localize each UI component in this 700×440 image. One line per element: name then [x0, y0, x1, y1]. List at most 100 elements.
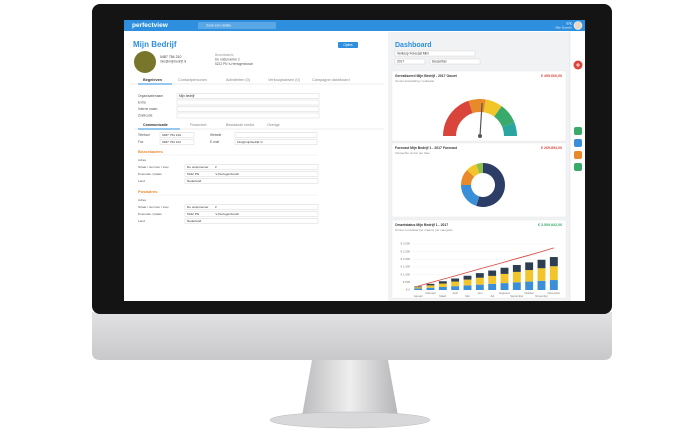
- field-value: 5222 PN: [187, 172, 199, 176]
- bar-segment: [549, 257, 558, 267]
- field-label: Straat / nummer / toev.: [138, 165, 169, 169]
- tab[interactable]: Campagne dashboard: [312, 78, 350, 82]
- dropdown[interactable]: [429, 58, 481, 65]
- bar-segment: [438, 283, 447, 287]
- field-value: De ondernemer: [187, 205, 209, 209]
- field-label: Organisatienaam: [138, 94, 163, 98]
- field-value: Nederland: [187, 179, 202, 183]
- input-field[interactable]: [184, 178, 319, 184]
- field-value: 0487 754 212: [162, 140, 181, 144]
- widget-amount: € 269.894,00: [541, 146, 562, 150]
- gauge-band: [483, 99, 502, 117]
- dropdown-label: 2017: [397, 59, 404, 63]
- input-field[interactable]: [176, 106, 320, 112]
- side-icon[interactable]: [574, 139, 582, 147]
- field-label: Telefoon: [138, 133, 150, 137]
- bar-segment: [451, 286, 460, 290]
- search-box[interactable]: [198, 22, 276, 29]
- bar-segment: [500, 273, 509, 284]
- field-value: info@mijnbedrijf.nl: [237, 140, 263, 144]
- field-label: Land: [138, 179, 145, 183]
- field-value: Nederland: [187, 219, 202, 223]
- side-icon[interactable]: [574, 151, 582, 159]
- field-label: Adres: [138, 198, 147, 202]
- field-value: 5222 PN: [187, 212, 199, 216]
- user-sub: Mijn Dossier: [555, 25, 572, 29]
- x-tick-label: Maart: [439, 294, 446, 298]
- bar-segment: [549, 280, 558, 290]
- input-field[interactable]: [184, 211, 319, 217]
- input-field[interactable]: [184, 164, 319, 170]
- bar-segment: [426, 287, 435, 290]
- section-heading: Postadres: [138, 189, 158, 194]
- tab[interactable]: Contactpersonen: [178, 78, 207, 82]
- user-name: Eric: [567, 21, 573, 25]
- field-label: Adres: [138, 158, 147, 162]
- tab[interactable]: Begeleven: [143, 78, 163, 82]
- widget-title: Omzetstatus Mijn Bedrijf 1 - 2017: [395, 223, 448, 227]
- stand-base: [269, 411, 431, 429]
- field-value: De ondernemer: [187, 165, 209, 169]
- bar-segment: [475, 277, 484, 285]
- dropdown-label: Verkoop Forecast Mini: [397, 51, 429, 55]
- bar-segment: [537, 259, 546, 269]
- dropdown[interactable]: [394, 50, 476, 57]
- bar-segment: [438, 286, 447, 290]
- bar-segment: [537, 268, 546, 281]
- widget-subtitle: Verwachte omzet per fase: [395, 151, 430, 155]
- widget-title: Gerealiseerd Mijn Bedrijf - 2017 Omzet: [395, 74, 458, 78]
- input-field[interactable]: [159, 139, 195, 145]
- donut-segment: [476, 163, 505, 207]
- input-field[interactable]: [176, 93, 320, 99]
- bar-segment: [438, 281, 447, 284]
- donut-segment: [461, 169, 475, 185]
- side-icon[interactable]: [574, 163, 582, 171]
- tab[interactable]: Verkoopkansen (0): [268, 78, 301, 82]
- side-icon[interactable]: [574, 127, 582, 135]
- bar-segment: [537, 280, 546, 290]
- dropdown[interactable]: [394, 58, 426, 65]
- x-tick-label: September: [510, 294, 523, 298]
- bar-segment: [475, 273, 484, 278]
- subtab[interactable]: Overige: [267, 123, 280, 127]
- bar-segment: [525, 281, 534, 290]
- field-extra: 2: [215, 205, 217, 209]
- input-field[interactable]: [184, 171, 319, 177]
- x-tick-label: Februari: [425, 291, 435, 295]
- field-extra: 2: [215, 165, 217, 169]
- subtab[interactable]: Bestaande media: [226, 123, 254, 127]
- field-extra: 's-Hertogenbosch: [215, 172, 239, 176]
- x-tick-label: Mei: [465, 294, 470, 298]
- bar-segment: [414, 287, 423, 289]
- bar-segment: [463, 279, 472, 286]
- x-tick-label: Januari: [414, 294, 423, 298]
- donut-segment: [461, 185, 480, 206]
- y-tick-label: € 3.000: [401, 242, 411, 246]
- y-tick-label: € 500: [403, 280, 410, 284]
- x-tick-label: December: [548, 291, 561, 295]
- input-field[interactable]: [184, 204, 319, 210]
- bar-segment: [525, 270, 534, 282]
- bar-segment: [525, 262, 534, 271]
- field-value: Mijn bedrijf: [179, 94, 195, 98]
- input-field[interactable]: [159, 132, 195, 138]
- input-field[interactable]: [234, 132, 318, 138]
- avatar[interactable]: [573, 21, 583, 30]
- subtab[interactable]: Financieel: [190, 123, 207, 127]
- input-field[interactable]: [184, 218, 319, 224]
- bar-segment: [488, 283, 497, 290]
- widget-subtitle: Omzet cumulatief per maand, per categori…: [395, 228, 453, 232]
- input-field[interactable]: [176, 112, 320, 119]
- subtab[interactable]: Communicatie: [143, 123, 168, 127]
- input-field[interactable]: [176, 99, 320, 106]
- bar-segment: [549, 266, 558, 281]
- field-extra: 's-Hertogenbosch: [215, 212, 239, 216]
- dashboard-title: Dashboard: [395, 42, 432, 49]
- field-label: Postcode / plaats: [138, 172, 162, 176]
- options-button[interactable]: [338, 42, 358, 48]
- input-field[interactable]: [234, 139, 318, 145]
- trend-line: [418, 247, 554, 287]
- tab[interactable]: Activiteiten (0): [226, 78, 251, 82]
